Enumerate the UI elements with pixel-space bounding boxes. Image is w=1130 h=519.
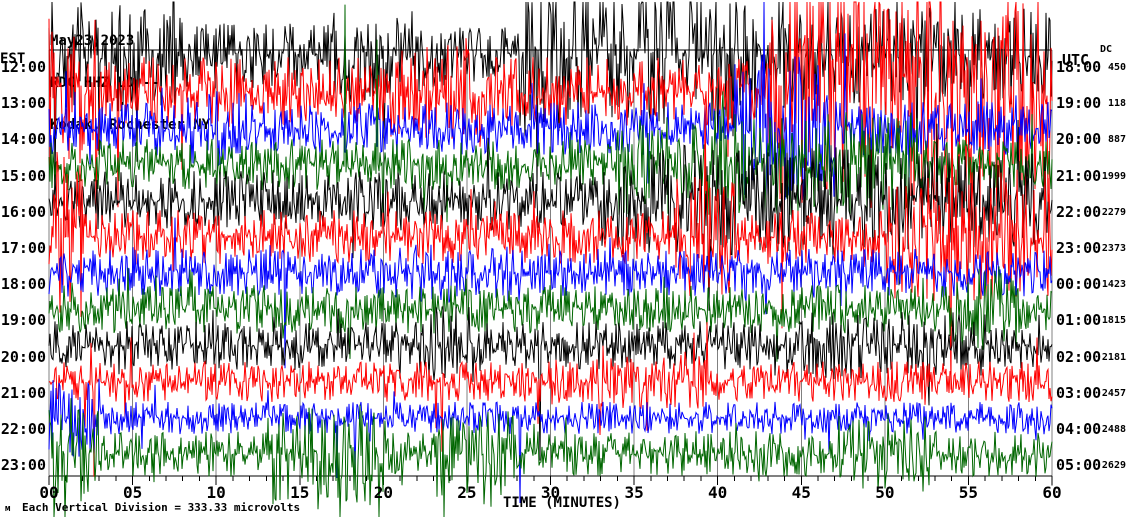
dc-value: 2373: [1101, 243, 1126, 254]
dc-value: 450: [1107, 62, 1126, 73]
x-axis-title: TIME (MINUTES): [502, 495, 621, 511]
est-hour-label: 19:00: [0, 311, 46, 330]
utc-hour-label: 19:00: [1056, 94, 1102, 113]
x-tick-label: 40: [708, 483, 728, 502]
vertical-division-note: Each Vertical Division = 333.33 microvol…: [22, 501, 301, 514]
utc-hour-label: 00:00: [1056, 275, 1102, 294]
x-tick-label: 15: [290, 483, 310, 502]
x-tick-label: 55: [958, 483, 979, 502]
x-tick-label: 25: [457, 483, 477, 502]
utc-hour-label: 18:00: [1056, 58, 1102, 76]
dc-value: 2488: [1101, 424, 1126, 435]
est-hour-label: 16:00: [0, 202, 46, 221]
x-tick-label: 50: [875, 483, 895, 502]
dc-value: 118: [1107, 98, 1126, 110]
est-hour-label: 21:00: [0, 383, 46, 402]
dc-value: 2457: [1101, 387, 1126, 399]
dc-value: 1815: [1101, 315, 1126, 327]
x-tick-label: 60: [1042, 483, 1062, 502]
footer-marker-glyph: м: [5, 504, 11, 514]
utc-hour-label: 20:00: [1056, 130, 1102, 149]
x-tick-label: 35: [624, 483, 644, 502]
dc-value: 2279: [1101, 206, 1126, 218]
x-tick-label: 00: [39, 483, 59, 502]
dc-value: 1423: [1101, 279, 1126, 291]
utc-hour-label: 21:00: [1056, 166, 1102, 185]
est-hour-label: 23:00: [0, 456, 46, 475]
utc-hour-label: 02:00: [1056, 347, 1102, 366]
utc-hour-label: 05:00: [1056, 456, 1102, 475]
dc-value: 2629: [1101, 460, 1126, 472]
x-tick-label: 20: [373, 483, 393, 502]
dc-column-title: DC: [1100, 44, 1113, 55]
dc-value: 1999: [1101, 170, 1126, 182]
dc-value: 2181: [1101, 351, 1126, 363]
est-hour-label: 18:00: [0, 275, 46, 294]
utc-hour-label: 03:00: [1056, 383, 1102, 402]
x-tick-label: 10: [206, 483, 226, 502]
est-hour-label: 13:00: [0, 94, 46, 113]
est-hour-label: 17:00: [0, 239, 46, 257]
utc-hour-label: 23:00: [1056, 239, 1102, 257]
utc-hour-label: 22:00: [1056, 202, 1102, 221]
x-tick-label: 05: [122, 483, 143, 502]
est-hour-label: 22:00: [0, 420, 46, 438]
x-tick-label: 45: [791, 483, 811, 502]
est-axis-title: EST: [0, 51, 26, 67]
est-hour-label: 14:00: [0, 130, 46, 149]
est-hour-label: 15:00: [0, 166, 46, 185]
dc-value: 887: [1107, 134, 1126, 146]
utc-hour-label: 01:00: [1056, 311, 1102, 330]
est-hour-label: 20:00: [0, 347, 46, 366]
utc-axis-title: UTC: [1062, 51, 1090, 69]
utc-hour-label: 04:00: [1056, 420, 1102, 438]
x-tick-label: 30: [540, 483, 561, 502]
est-hour-label: 12:00: [0, 58, 46, 76]
